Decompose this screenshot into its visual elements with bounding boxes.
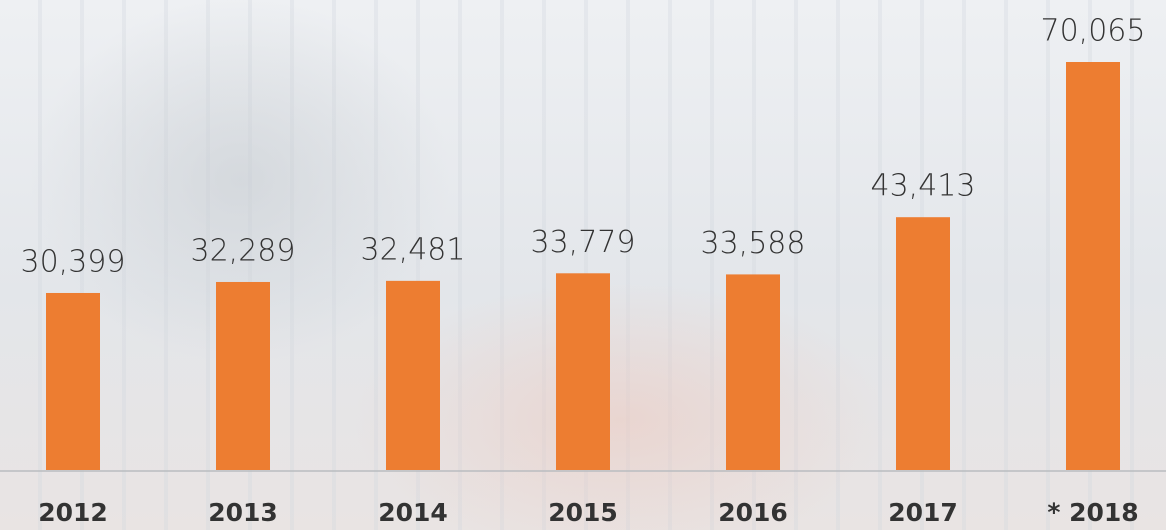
bar — [556, 273, 610, 470]
bar — [726, 274, 780, 470]
chart: 30,399 2012 32,289 2013 32,481 2014 33,779 2015… — [0, 0, 1166, 530]
x-tick-label: 2012 — [38, 498, 108, 527]
x-tick-label: 2014 — [378, 498, 448, 527]
value-label: 70,065 — [1041, 14, 1146, 49]
value-label: 32,481 — [361, 232, 466, 267]
value-label: 33,779 — [531, 225, 636, 260]
x-tick-label: 2013 — [208, 498, 278, 527]
value-label: 32,289 — [191, 233, 296, 268]
page: 30,399 2012 32,289 2013 32,481 2014 33,779 2015… — [0, 0, 1166, 530]
bar — [896, 217, 950, 470]
x-tick-label: * 2018 — [1047, 498, 1138, 527]
value-label: 43,413 — [871, 169, 976, 204]
x-tick-label: 2017 — [888, 498, 958, 527]
bar — [216, 282, 270, 470]
bar — [46, 293, 100, 470]
bar — [386, 281, 440, 470]
value-label: 33,588 — [701, 226, 806, 261]
x-tick-label: 2016 — [718, 498, 788, 527]
bar — [1066, 62, 1120, 470]
x-tick-label: 2015 — [548, 498, 618, 527]
value-label: 30,399 — [21, 244, 126, 279]
